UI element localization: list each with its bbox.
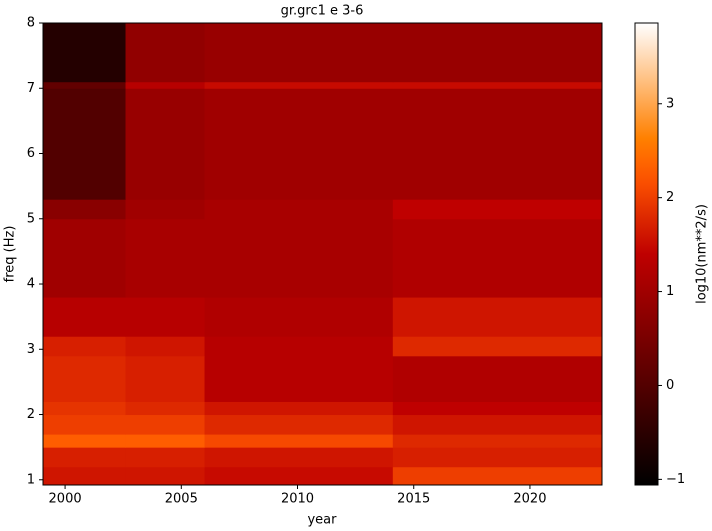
heatmap-cell xyxy=(125,81,206,89)
heatmap-cell xyxy=(125,414,206,435)
heatmap-cell xyxy=(125,297,206,337)
heatmap-cell xyxy=(204,81,394,89)
heatmap-cell xyxy=(204,297,394,337)
heatmap-cell xyxy=(125,355,206,402)
heatmap-cell xyxy=(204,336,394,357)
heatmap-cell xyxy=(392,434,603,448)
colorbar-tick-label: 3 xyxy=(666,96,674,111)
heatmap-cell xyxy=(43,199,127,220)
colorbar-label: log10(nm**2/s) xyxy=(695,204,710,304)
x-axis-label: year xyxy=(307,513,337,528)
x-tick-label: 2020 xyxy=(513,492,546,507)
heatmap-cell xyxy=(43,81,127,89)
colorbar-tick-label: −1 xyxy=(666,472,685,487)
heatmap-cell xyxy=(392,336,603,357)
heatmap-cell xyxy=(204,466,394,486)
heatmap-cell xyxy=(204,23,394,83)
heatmap-cell xyxy=(43,218,127,298)
heatmap-cell xyxy=(125,218,206,298)
heatmap-cell xyxy=(43,297,127,337)
heatmap-cell xyxy=(43,355,127,402)
x-tick-label: 2010 xyxy=(281,492,314,507)
heatmap-cell xyxy=(392,218,603,298)
heatmap-cell xyxy=(43,88,127,200)
heatmap-cell xyxy=(392,199,603,220)
heatmap-cell xyxy=(392,355,603,402)
heatmap-cell xyxy=(204,447,394,468)
heatmap-cell xyxy=(125,23,206,83)
heatmap-cell xyxy=(43,401,127,416)
heatmap-cell xyxy=(392,414,603,435)
colorbar xyxy=(634,22,659,486)
heatmap-cell xyxy=(204,88,394,200)
heatmap-cell xyxy=(204,355,394,402)
heatmap-cell xyxy=(43,414,127,435)
heatmap-cell xyxy=(43,466,127,486)
heatmap-cell xyxy=(392,88,603,200)
colorbar-tick-label: 0 xyxy=(666,378,674,393)
colorbar-tick-label: 2 xyxy=(666,190,674,205)
chart-title: gr.grc1 e 3-6 xyxy=(281,4,364,19)
y-tick-label: 1 xyxy=(27,472,35,487)
heatmap-cell xyxy=(204,414,394,435)
heatmap-cell xyxy=(204,218,394,298)
y-tick-label: 3 xyxy=(27,342,35,357)
heatmap-cell xyxy=(125,401,206,416)
heatmap-cell xyxy=(204,199,394,220)
x-tick-label: 2000 xyxy=(49,492,82,507)
heatmap-cell xyxy=(43,336,127,357)
heatmap-cell xyxy=(43,447,127,468)
plot-frame xyxy=(42,22,603,486)
heatmap-cell xyxy=(204,401,394,416)
x-tick-label: 2005 xyxy=(165,492,198,507)
y-axis-label: freq (Hz) xyxy=(3,226,18,283)
heatmap-cell xyxy=(204,434,394,448)
heatmap-cell xyxy=(125,434,206,448)
heatmap-cell xyxy=(392,401,603,416)
heatmap-cell xyxy=(125,447,206,468)
heatmap-cell xyxy=(125,88,206,200)
y-tick-label: 7 xyxy=(27,81,35,96)
y-tick-label: 2 xyxy=(27,407,35,422)
heatmap-cell xyxy=(43,434,127,448)
heatmap-cell xyxy=(392,23,603,83)
heatmap-cell xyxy=(392,466,603,486)
y-tick-label: 5 xyxy=(27,211,35,226)
y-tick-label: 6 xyxy=(27,146,35,161)
x-tick-label: 2015 xyxy=(397,492,430,507)
y-tick-label: 4 xyxy=(27,277,35,292)
heatmap-cell xyxy=(125,466,206,486)
heatmap-cell xyxy=(43,23,127,83)
heatmap-cell xyxy=(125,199,206,220)
heatmap-cell xyxy=(392,81,603,89)
heatmap-cell xyxy=(392,297,603,337)
heatmap-cell xyxy=(125,336,206,357)
heatmap-cell xyxy=(392,447,603,468)
y-tick-label: 8 xyxy=(27,16,35,31)
colorbar-tick-label: 1 xyxy=(666,284,674,299)
